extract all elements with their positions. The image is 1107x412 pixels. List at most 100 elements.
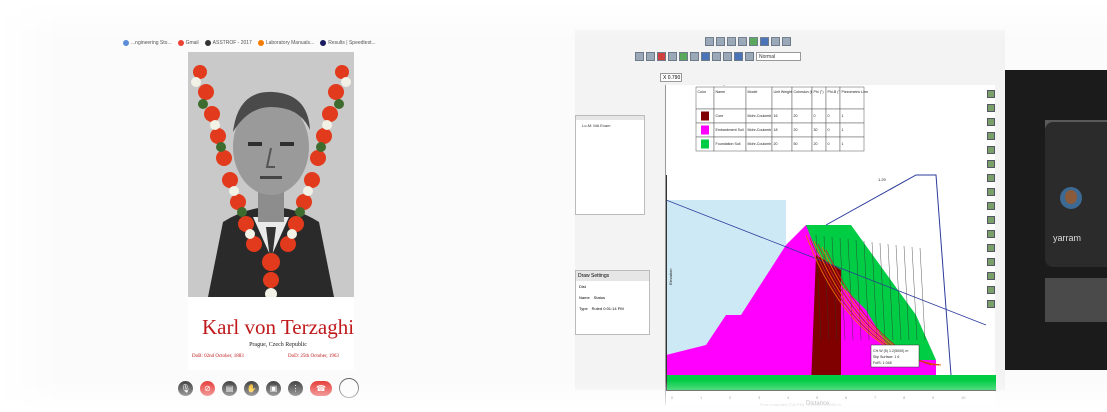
end-call-icon[interactable]: ☎ — [310, 380, 332, 396]
tool-icon[interactable] — [712, 52, 721, 61]
dock-tree-item[interactable]: Lo-M: MA Exam — [582, 123, 611, 128]
tool-icon[interactable] — [745, 52, 754, 61]
tool-icon[interactable] — [734, 52, 743, 61]
tool-icon[interactable] — [657, 52, 666, 61]
tool-icon[interactable] — [690, 52, 699, 61]
tool-icon[interactable] — [716, 37, 725, 46]
slide-title: Karl von Terzaghi — [201, 315, 355, 339]
tool-icon[interactable] — [738, 37, 747, 46]
result-label-line: FofS: 1.048 — [873, 361, 892, 365]
slice-line — [863, 240, 870, 341]
tool-icon[interactable] — [635, 52, 644, 61]
table-cell-text: 16 — [774, 114, 778, 118]
tool-icon[interactable] — [668, 52, 677, 61]
bookmark-item[interactable]: Gmail — [177, 40, 199, 46]
table-header-text: Color — [698, 90, 707, 94]
bookmarks-bar: ...ngineering Sto... Gmail ASSTROF - 2017 L… — [123, 36, 408, 50]
slice-line — [855, 239, 862, 341]
table-header-text: Phi (°) — [814, 90, 824, 94]
tool-icon[interactable] — [760, 37, 769, 46]
zoom-field[interactable]: X 0.790 — [660, 72, 682, 82]
table-cell — [839, 108, 865, 124]
tool-icon[interactable] — [987, 160, 995, 168]
tool-icon[interactable] — [987, 230, 995, 238]
tool-icon[interactable] — [987, 132, 995, 140]
more-options-icon[interactable]: ⋮ — [288, 380, 303, 396]
table-cell-text: 1 — [842, 142, 844, 146]
view-combo[interactable]: Normal — [756, 52, 801, 61]
x-tick-label: 7 — [874, 395, 877, 400]
dock-row[interactable]: Dist — [576, 281, 649, 292]
status-bar: Pore computed (Tolt PM) : 0.0000 x 0.000… — [760, 402, 841, 407]
tool-icon[interactable] — [987, 286, 995, 294]
table-cell-text: 0 — [828, 142, 830, 146]
bookmark-item[interactable]: ...ngineering Sto... — [123, 40, 172, 46]
slice-line — [919, 247, 926, 341]
tool-icon[interactable] — [987, 216, 995, 224]
slope-diagram: Color Name Model Unit Weight (kN/m³)Cohesio… — [660, 82, 996, 407]
mic-icon[interactable]: 🎙 — [178, 380, 193, 396]
camera-off-icon[interactable]: ⊘ — [200, 380, 215, 396]
tool-icon[interactable] — [987, 258, 995, 266]
tool-icon[interactable] — [771, 37, 780, 46]
table-cell-text: 0 — [814, 114, 816, 118]
bookmark-item[interactable]: Laboratory Manuals... — [257, 40, 314, 46]
tool-icon[interactable] — [679, 52, 688, 61]
tool-icon[interactable] — [782, 37, 791, 46]
toolbar-row-1 — [705, 37, 795, 49]
tool-icon[interactable] — [987, 188, 995, 196]
tool-icon[interactable] — [701, 52, 710, 61]
present-icon[interactable]: ▣ — [266, 380, 281, 396]
tool-icon[interactable] — [646, 52, 655, 61]
analysis-title: CHARACTERIZE_LEFT fields and... — [696, 85, 753, 86]
zoom-row: X 0.790 — [660, 71, 990, 83]
slice-line — [887, 243, 894, 341]
x-tick-label: 2 — [729, 395, 732, 400]
bookmark-item[interactable]: ASSTROF - 2017 — [204, 40, 252, 46]
captions-icon[interactable]: ▤ — [222, 380, 237, 396]
dock-row[interactable]: Name Status — [576, 292, 649, 303]
blogger-icon — [257, 40, 264, 46]
tool-icon[interactable] — [987, 104, 995, 112]
table-cell-text: 0 — [828, 128, 830, 132]
result-label-line: Slip Surface: 1 6 — [873, 355, 899, 359]
dock-row[interactable]: Type Ruled 0:01:14 PM — [576, 303, 649, 314]
dock-title: Draw Settings — [576, 271, 649, 281]
tool-icon[interactable] — [987, 300, 995, 308]
tool-icon[interactable] — [723, 52, 732, 61]
table-cell-text: Mohr-Coulomb — [748, 128, 772, 132]
tool-icon[interactable] — [987, 174, 995, 182]
result-label-box — [870, 344, 920, 368]
slice-line — [895, 244, 902, 341]
tool-icon[interactable] — [705, 37, 714, 46]
x-axis-line — [666, 390, 996, 391]
draw-settings-dock: Draw Settings Dist Name Status Type Ruled 0:… — [575, 270, 650, 335]
activity-icon[interactable] — [339, 378, 359, 398]
embankment-soil — [666, 225, 936, 375]
globe-icon — [204, 40, 211, 46]
dock-row-label: Type — [579, 306, 588, 311]
tool-icon[interactable] — [987, 244, 995, 252]
shared-screen: yarram — [540, 0, 1107, 412]
tool-icon[interactable] — [987, 272, 995, 280]
tool-icon[interactable] — [987, 146, 995, 154]
table-header-text: Cohesion (kPa) — [794, 90, 819, 94]
tool-icon[interactable] — [987, 90, 995, 98]
bookmark-label: Gmail — [185, 40, 199, 46]
material-color-swatch — [701, 125, 709, 135]
slice-line — [871, 241, 878, 341]
tool-icon[interactable] — [987, 202, 995, 210]
tool-icon[interactable] — [749, 37, 758, 46]
drawing-canvas[interactable]: Color Name Model Unit Weight (kN/m³) Cohesio… — [660, 82, 996, 407]
x-tick-label: 9 — [932, 395, 935, 400]
bookmark-item[interactable]: Results | Speedtest... — [320, 40, 376, 46]
dock-row-label: Dist — [579, 284, 586, 289]
slide-dod: DoD: 25th October, 1963 — [288, 354, 339, 359]
x-tick-label: 1 — [700, 395, 703, 400]
slip-grid-outline — [825, 174, 952, 376]
tool-icon[interactable] — [727, 37, 736, 46]
raise-hand-icon[interactable]: ✋ — [244, 380, 259, 396]
tool-icon[interactable] — [987, 118, 995, 126]
x-tick-label: 5 — [816, 395, 819, 400]
